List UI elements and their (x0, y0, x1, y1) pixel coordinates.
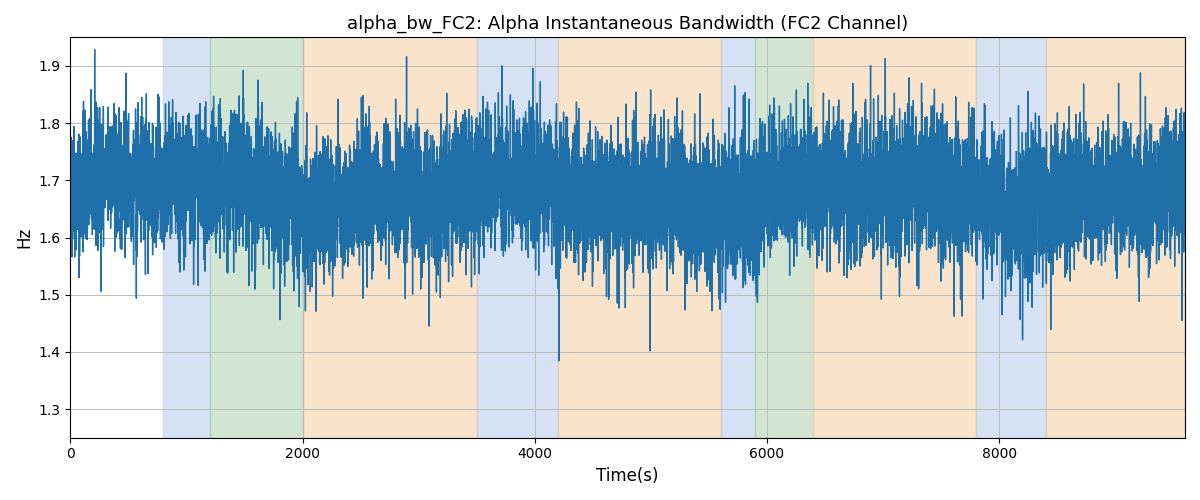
Bar (1045, 38, 1186, 438)
Bar (814, 38, 976, 438)
Y-axis label: Hz: Hz (14, 227, 32, 248)
Bar (756, 38, 814, 438)
Bar (476, 38, 558, 438)
X-axis label: Time(s): Time(s) (596, 467, 659, 485)
Bar (976, 38, 1045, 438)
Bar (163, 38, 210, 438)
Title: alpha_bw_FC2: Alpha Instantaneous Bandwidth (FC2 Channel): alpha_bw_FC2: Alpha Instantaneous Bandwi… (347, 15, 908, 34)
Bar (210, 38, 302, 438)
Bar (302, 38, 476, 438)
Bar (720, 38, 756, 438)
Bar (558, 38, 720, 438)
